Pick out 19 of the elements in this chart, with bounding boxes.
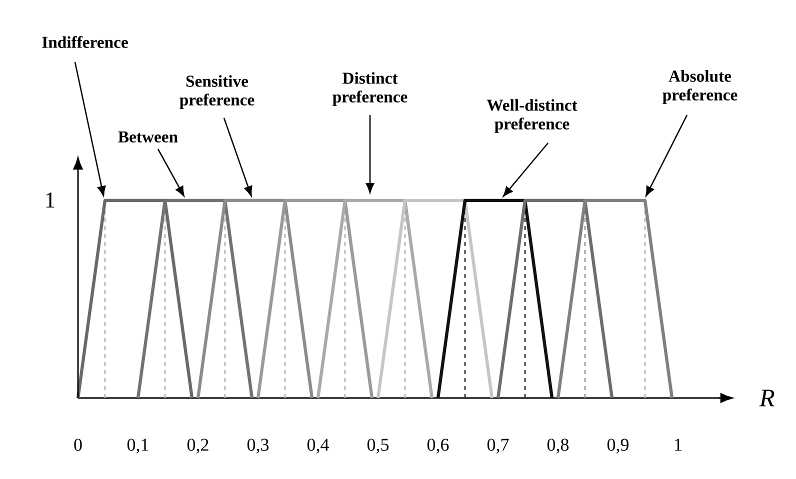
x-tick-label: 0 (74, 438, 82, 451)
text: Distinct preference (332, 72, 408, 106)
x-tick-label: 0,6 (427, 438, 449, 454)
text: Between (118, 131, 178, 143)
x-tick-label: 0,2 (187, 438, 208, 454)
text: Sensitive preference (180, 75, 254, 109)
x-tick-label: 0,9 (607, 438, 629, 454)
x-tick-label: 0,3 (247, 438, 269, 454)
x-tick-label: 0,8 (547, 438, 569, 454)
text: Absolute preference (662, 70, 738, 104)
x-axis-title: R (759, 390, 774, 406)
text: 1 (46, 192, 54, 208)
x-tick-label: 0,5 (367, 438, 389, 454)
x-tick-label: 0,1 (127, 438, 148, 454)
text: Well-distinct preference (486, 99, 578, 133)
x-tick-label: 0,7 (487, 438, 509, 454)
x-tick-label: 0,4 (307, 438, 329, 454)
text: Indifference (42, 36, 128, 48)
x-tick-label: 1 (675, 438, 682, 451)
